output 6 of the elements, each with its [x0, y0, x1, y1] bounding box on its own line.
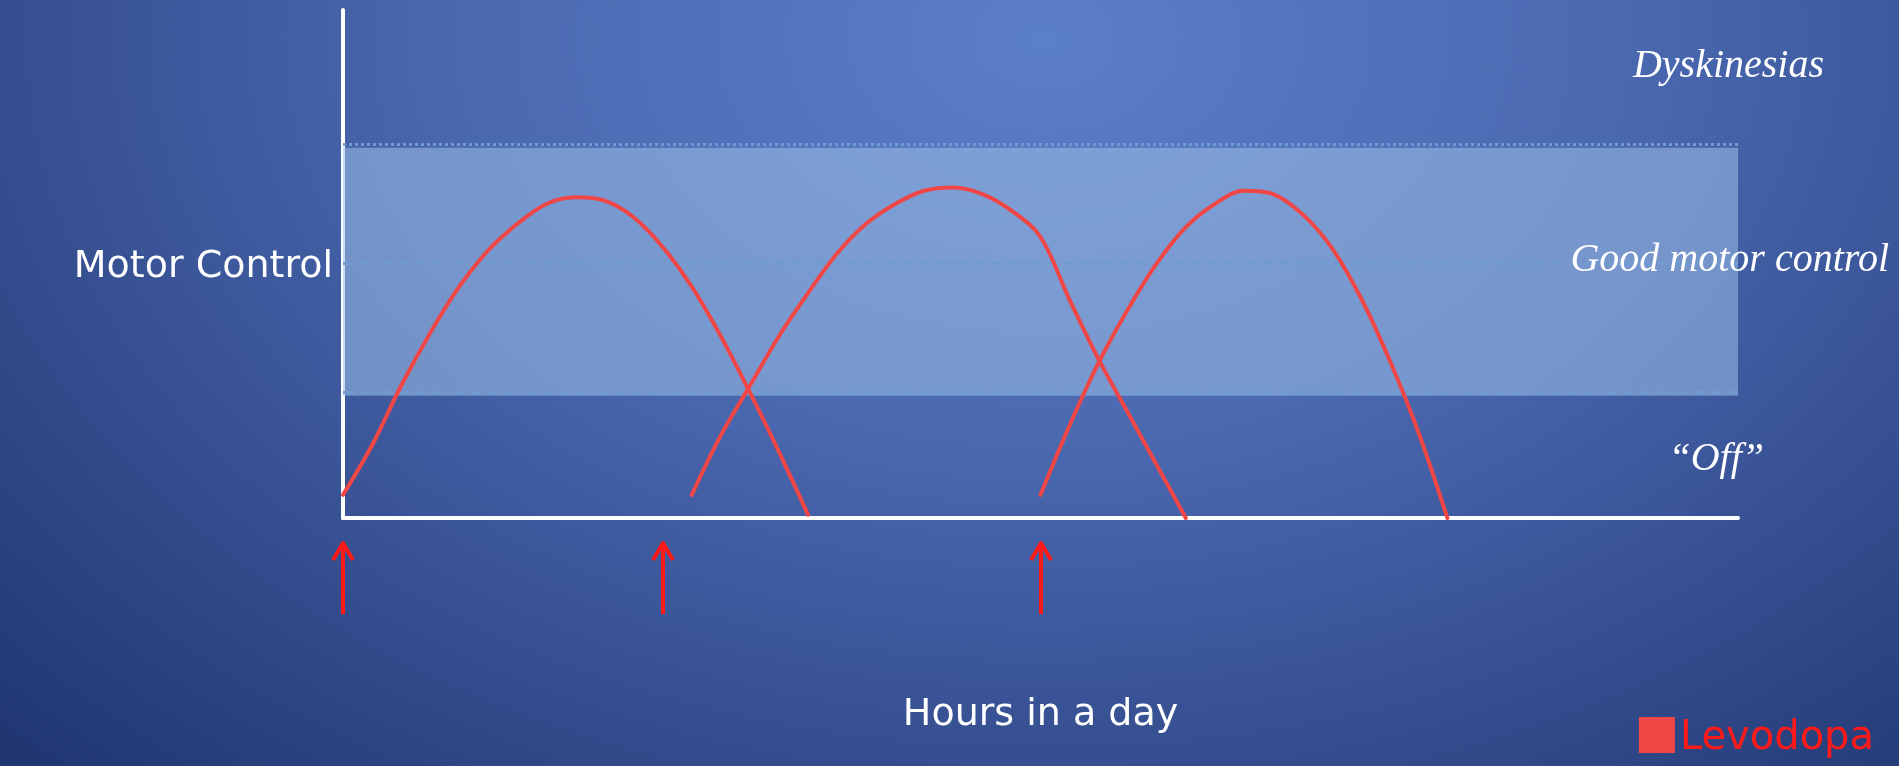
legend-label: Levodopa: [1679, 712, 1875, 758]
annotation: “Off”: [1668, 433, 1764, 480]
text: Dyskinesias: [1632, 40, 1824, 87]
x-axis-title: Hours in a day: [902, 690, 1179, 734]
y-axis-title: Motor Control: [73, 242, 333, 286]
annotation: Good motor control: [1570, 234, 1889, 281]
